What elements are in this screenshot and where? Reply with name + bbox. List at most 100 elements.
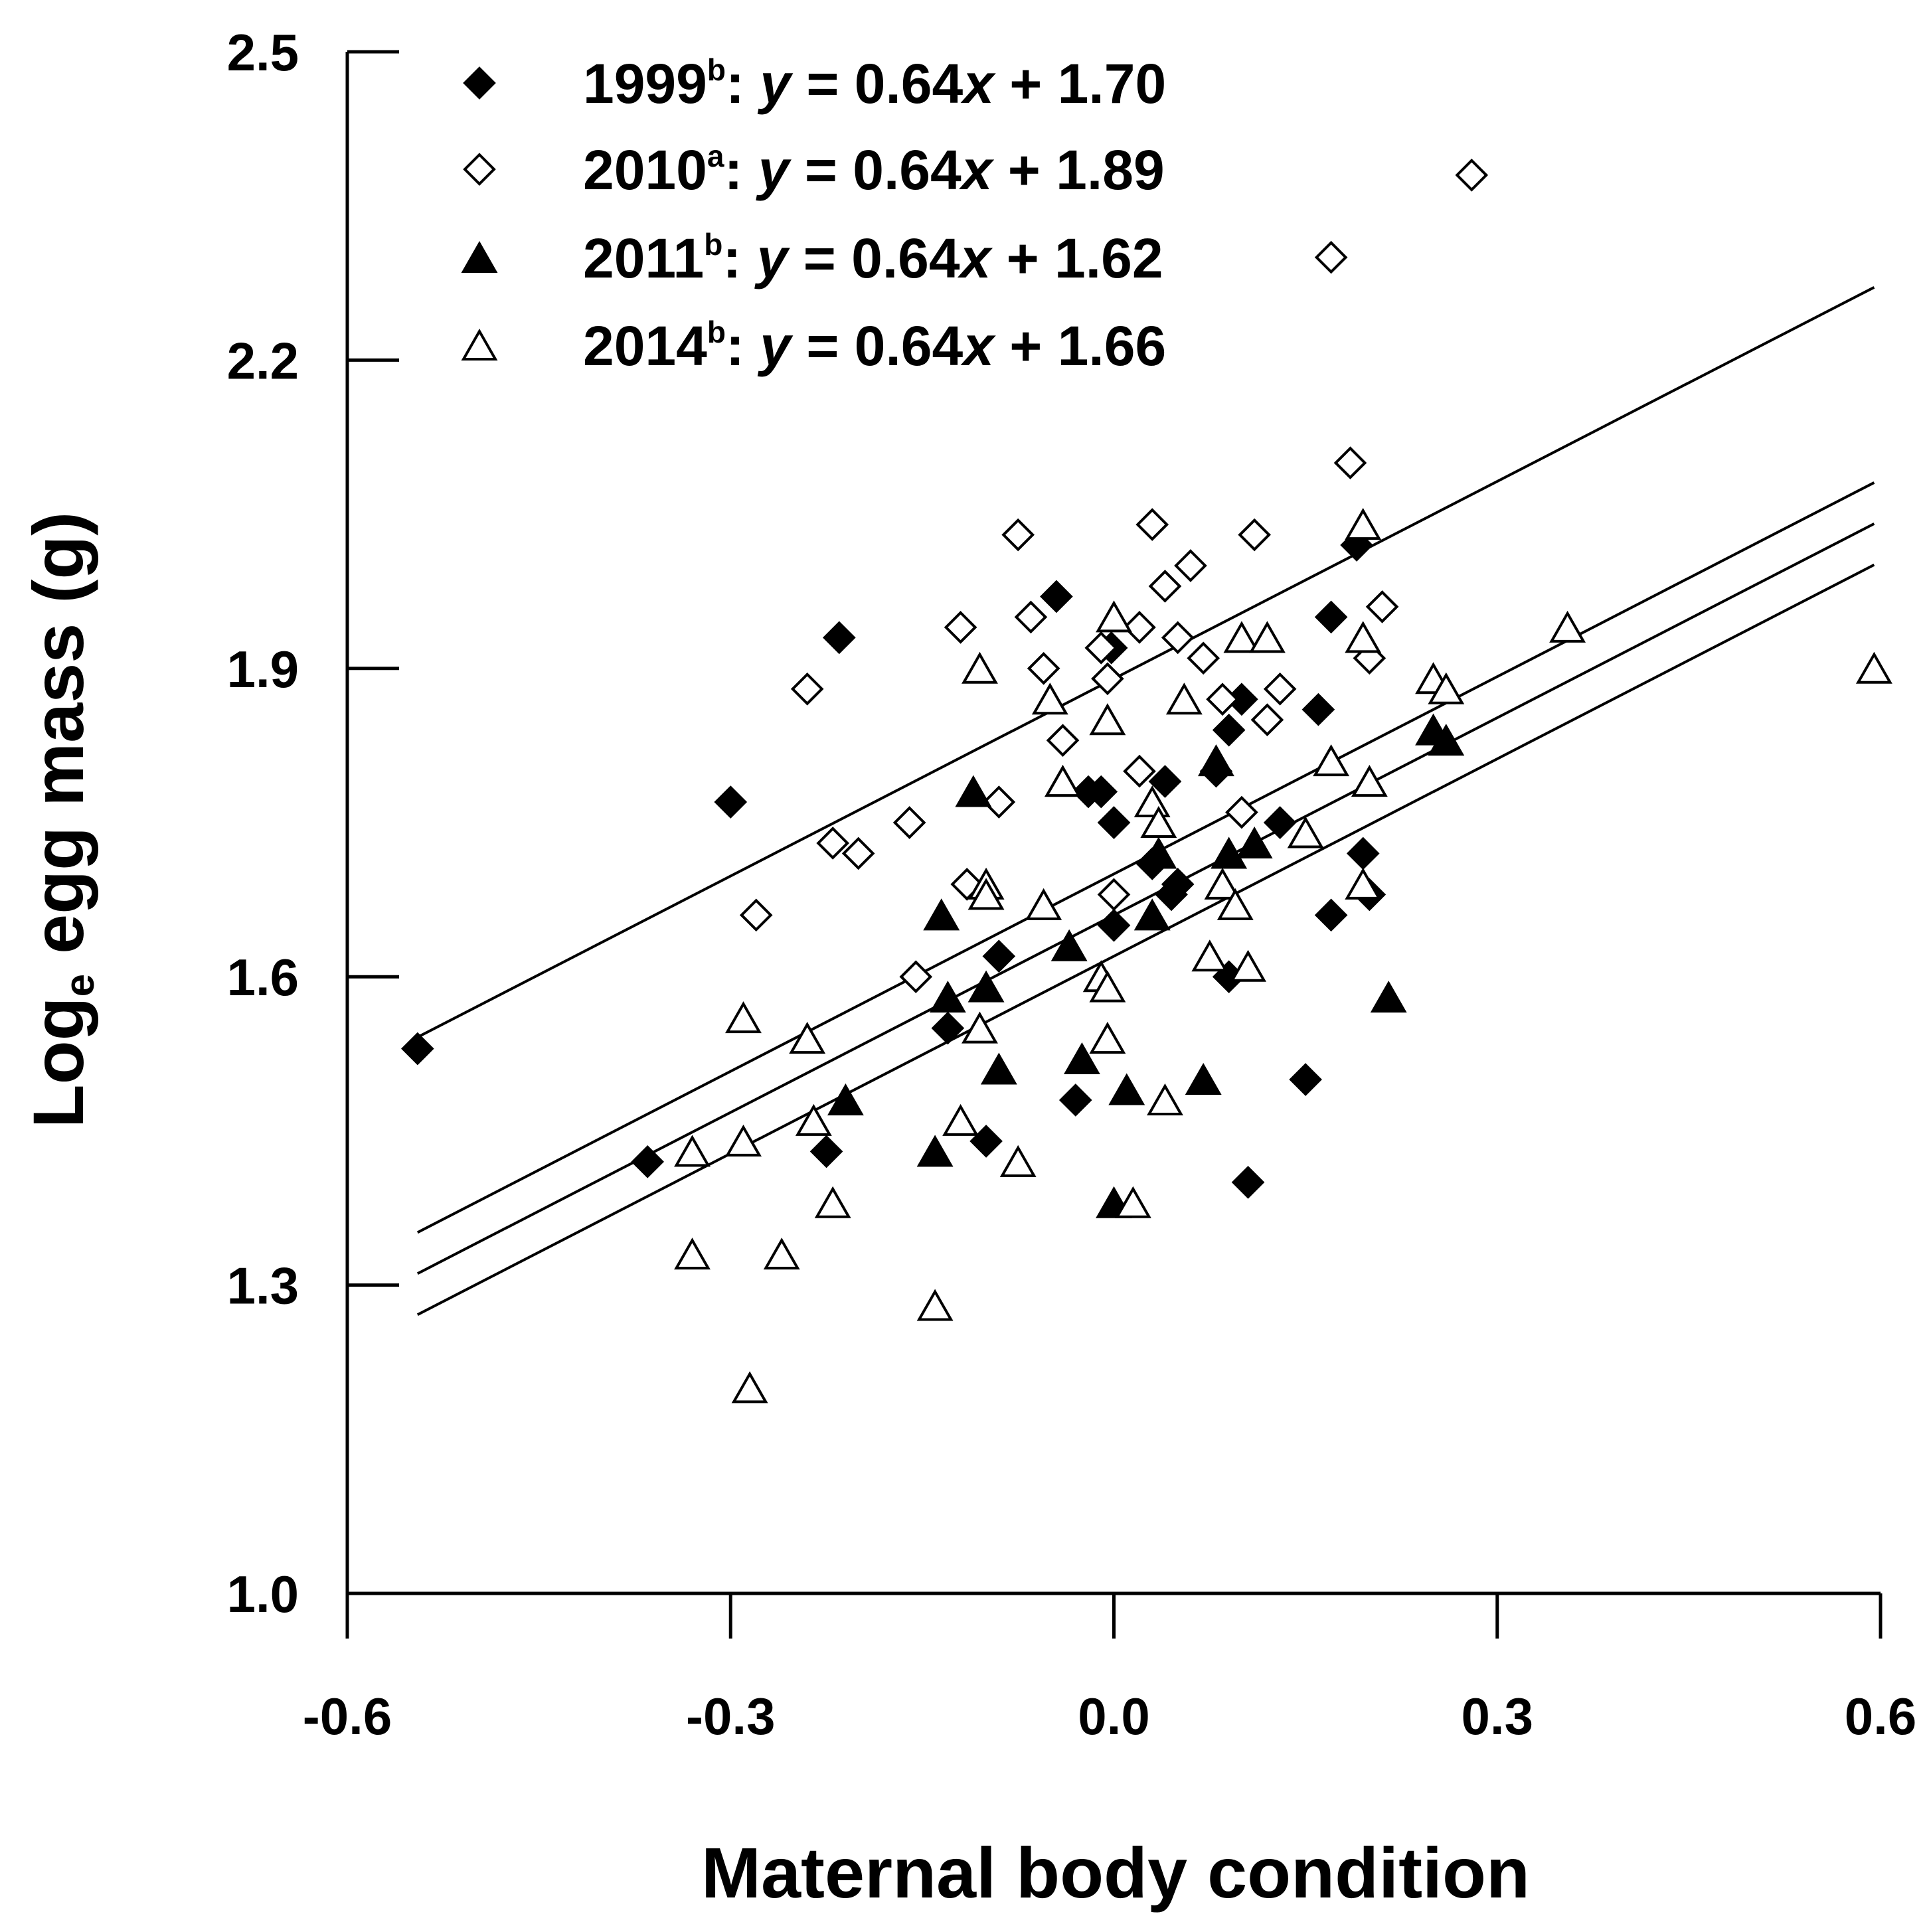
point-1999: [809, 1135, 843, 1168]
point-2010: [1365, 590, 1399, 623]
point-2014: [916, 1289, 954, 1321]
point-1999: [969, 1125, 1003, 1158]
legend-rest: + 1.89: [992, 139, 1164, 201]
x-tick-label: 0.0: [1078, 1687, 1149, 1745]
y-tick-label: 1.3: [227, 1257, 299, 1315]
y-tick-label: 2.5: [227, 23, 299, 82]
point-2014: [1147, 1083, 1183, 1115]
legend-item-1999: 1999b: y = 0.64x + 1.70: [463, 52, 1166, 115]
point-2014: [1089, 1022, 1126, 1054]
point-1999: [1314, 600, 1348, 634]
series-2010: [739, 158, 1489, 994]
point-2014: [731, 1371, 768, 1404]
point-2014: [1345, 508, 1382, 540]
point-2014: [1089, 703, 1126, 736]
point-2011: [1370, 981, 1407, 1013]
point-2010: [1206, 683, 1239, 716]
y-axis-title-rest: egg mass (g): [18, 512, 98, 974]
point-2010: [1263, 672, 1297, 706]
point-2014: [763, 1238, 800, 1270]
x-axis-title: Maternal body condition: [701, 1832, 1530, 1913]
point-1999: [1301, 692, 1335, 726]
point-2014: [967, 878, 1005, 910]
point-1999: [931, 1011, 965, 1045]
legend-prefix: :: [726, 315, 760, 377]
point-2010: [739, 898, 773, 932]
point-2014: [1191, 939, 1228, 972]
point-2014: [1089, 970, 1126, 1003]
point-2010: [1161, 621, 1195, 655]
legend-prefix: :: [724, 139, 758, 201]
point-2010: [1225, 795, 1258, 829]
point-2010: [1091, 662, 1124, 696]
point-1999: [1097, 908, 1131, 942]
y-tick-label: 2.2: [227, 331, 299, 390]
point-2010: [944, 611, 977, 644]
point-2014: [725, 1001, 762, 1034]
point-2011: [1211, 837, 1248, 869]
legend-mid: = 0.64: [790, 139, 962, 201]
point-2014: [1230, 949, 1266, 982]
legend-x: x: [959, 139, 995, 201]
legend-mid: = 0.64: [791, 315, 964, 377]
x-tick-label: 0.6: [1845, 1687, 1916, 1745]
point-2014: [814, 1186, 851, 1218]
point-2011: [1108, 1073, 1145, 1105]
point-2014: [1428, 672, 1465, 704]
point-1999: [1263, 806, 1297, 839]
point-2010: [1001, 518, 1035, 552]
legend-year: 1999: [583, 52, 707, 115]
legend-label-2011: 2011b: y = 0.64x + 1.62: [583, 227, 1163, 289]
legend-rest: + 1.70: [994, 52, 1166, 115]
legend-marker-1999: [463, 66, 496, 100]
point-2011: [827, 1083, 864, 1115]
point-1999: [1346, 837, 1380, 870]
point-2010: [1174, 549, 1207, 582]
point-2011: [967, 970, 1005, 1003]
point-2014: [1855, 651, 1892, 684]
axes: 1.0 1.3 1.6 1.9 2.2 2.5 -0.6 -0.3 0.0 0.3 0.6: [227, 23, 1917, 1745]
point-1999: [1212, 713, 1246, 747]
point-1999: [1289, 1063, 1322, 1096]
legend-marker-2014: [461, 328, 498, 361]
point-2011: [1133, 898, 1171, 931]
legend-y: y: [757, 315, 794, 377]
point-2010: [1123, 754, 1156, 788]
point-2014: [795, 1103, 832, 1136]
legend-item-2011: 2011b: y = 0.64x + 1.62: [461, 227, 1163, 289]
point-2011: [1063, 1042, 1100, 1075]
legend-marker-2011: [461, 240, 498, 273]
x-tick-label: -0.3: [686, 1687, 775, 1745]
x-tick-label: -0.6: [303, 1687, 392, 1745]
point-2010: [1455, 158, 1489, 192]
point-2014: [942, 1103, 979, 1136]
legend-year: 2014: [583, 315, 707, 377]
legend-label-1999: 1999b: y = 0.64x + 1.70: [583, 52, 1166, 115]
legend-y: y: [756, 139, 792, 201]
point-1999: [1084, 775, 1118, 809]
point-2010: [1333, 446, 1367, 480]
point-1999: [1314, 898, 1348, 932]
point-2010: [892, 806, 926, 839]
legend-year: 2010: [583, 139, 707, 201]
legend-year: 2011: [583, 227, 704, 289]
legend-y: y: [757, 52, 794, 115]
point-2010: [1097, 878, 1131, 912]
y-axis-title-main: Log: [18, 997, 98, 1128]
legend-prefix: :: [726, 52, 760, 115]
y-axis-title: Loge egg mass (g): [18, 512, 103, 1129]
point-2010: [899, 960, 933, 994]
point-1999: [982, 939, 1016, 973]
point-2010: [1014, 600, 1048, 634]
point-1999: [1097, 806, 1131, 839]
point-2014: [1045, 765, 1081, 797]
point-2014: [962, 651, 998, 684]
point-2011: [916, 1135, 954, 1167]
point-2010: [816, 827, 850, 860]
point-1999: [1161, 868, 1195, 901]
point-2010: [790, 672, 824, 706]
point-2014: [1031, 683, 1068, 715]
point-2014: [1345, 867, 1382, 900]
legend-x: x: [960, 52, 996, 115]
